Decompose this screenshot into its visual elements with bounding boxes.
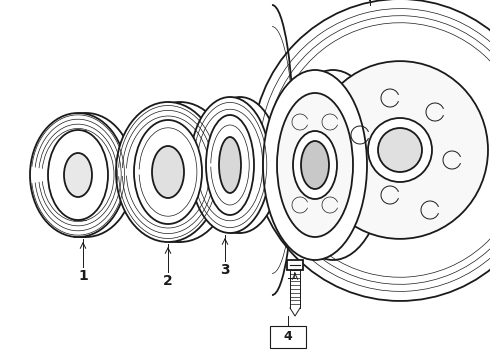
Ellipse shape [30, 113, 126, 237]
Ellipse shape [277, 93, 353, 237]
Text: 4: 4 [284, 330, 293, 343]
Bar [270, 326, 306, 348]
Ellipse shape [368, 118, 432, 182]
Ellipse shape [134, 120, 202, 224]
Ellipse shape [200, 97, 280, 233]
Ellipse shape [38, 113, 134, 237]
Ellipse shape [152, 146, 184, 198]
Text: 1: 1 [78, 269, 88, 283]
Ellipse shape [263, 70, 367, 260]
Ellipse shape [281, 70, 385, 260]
Ellipse shape [64, 153, 92, 197]
Ellipse shape [190, 97, 270, 233]
Text: 2: 2 [163, 274, 173, 288]
Text: 3: 3 [220, 263, 230, 277]
Ellipse shape [301, 141, 329, 189]
Bar [287, 260, 303, 270]
Ellipse shape [252, 0, 490, 301]
Ellipse shape [128, 102, 232, 242]
Ellipse shape [293, 131, 337, 199]
Ellipse shape [378, 128, 422, 172]
Ellipse shape [206, 115, 254, 215]
Ellipse shape [219, 137, 241, 193]
Ellipse shape [312, 61, 488, 239]
Ellipse shape [116, 102, 220, 242]
Ellipse shape [48, 130, 108, 220]
